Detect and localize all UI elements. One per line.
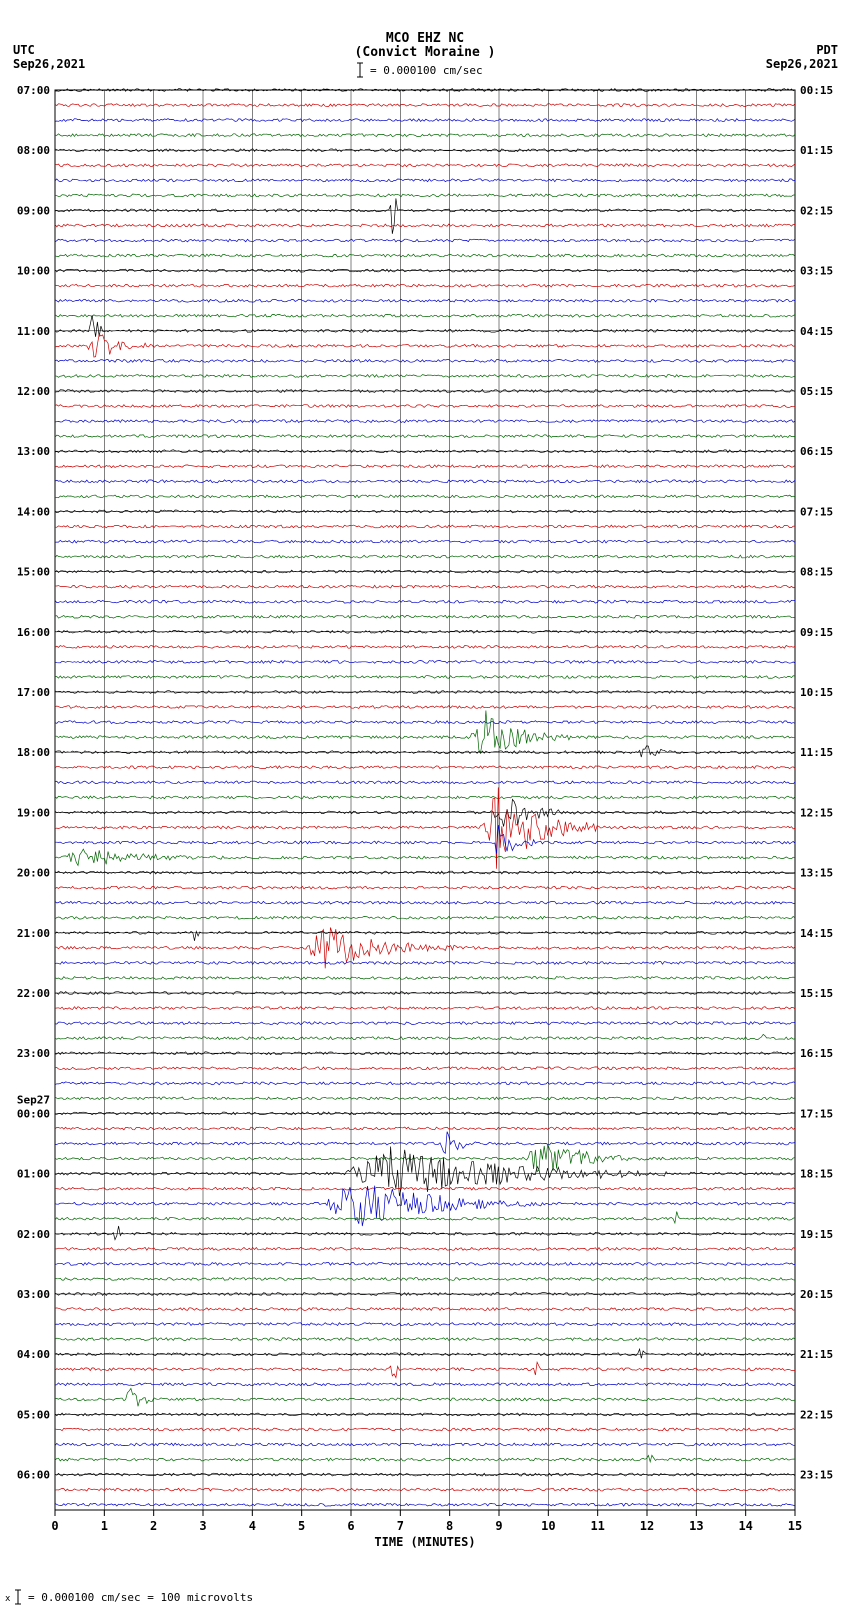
svg-text:14: 14 <box>738 1519 752 1533</box>
svg-text:06:15: 06:15 <box>800 445 833 458</box>
svg-text:07:00: 07:00 <box>17 84 50 97</box>
svg-text:00:00: 00:00 <box>17 1107 50 1120</box>
svg-text:23:15: 23:15 <box>800 1469 833 1482</box>
svg-text:02:00: 02:00 <box>17 1228 50 1241</box>
svg-text:x: x <box>5 1594 11 1604</box>
svg-text:9: 9 <box>495 1519 502 1533</box>
svg-text:10:00: 10:00 <box>17 265 50 278</box>
svg-text:TIME (MINUTES): TIME (MINUTES) <box>374 1535 475 1549</box>
svg-text:Sep27: Sep27 <box>17 1093 50 1106</box>
svg-text:19:00: 19:00 <box>17 806 50 819</box>
svg-text:01:00: 01:00 <box>17 1168 50 1181</box>
svg-text:13: 13 <box>689 1519 703 1533</box>
svg-text:1: 1 <box>101 1519 108 1533</box>
svg-text:Sep26,2021: Sep26,2021 <box>13 57 85 71</box>
svg-text:08:00: 08:00 <box>17 144 50 157</box>
svg-text:09:15: 09:15 <box>800 626 833 639</box>
svg-text:Sep26,2021: Sep26,2021 <box>766 57 838 71</box>
svg-text:PDT: PDT <box>816 43 838 57</box>
svg-text:02:15: 02:15 <box>800 204 833 217</box>
svg-text:08:15: 08:15 <box>800 566 833 579</box>
svg-text:18:00: 18:00 <box>17 746 50 759</box>
svg-text:23:00: 23:00 <box>17 1047 50 1060</box>
svg-text:12: 12 <box>640 1519 654 1533</box>
svg-text:04:00: 04:00 <box>17 1348 50 1361</box>
svg-text:= 0.000100 cm/sec: = 0.000100 cm/sec <box>370 64 483 77</box>
svg-text:07:15: 07:15 <box>800 505 833 518</box>
svg-text:06:00: 06:00 <box>17 1469 50 1482</box>
svg-text:20:15: 20:15 <box>800 1288 833 1301</box>
svg-text:= 0.000100 cm/sec = 100 micr: = 0.000100 cm/sec = 100 microvolts <box>28 1591 253 1604</box>
svg-text:22:15: 22:15 <box>800 1408 833 1421</box>
svg-text:01:15: 01:15 <box>800 144 833 157</box>
svg-text:(Convict Moraine ): (Convict Moraine ) <box>355 45 496 60</box>
svg-text:03:15: 03:15 <box>800 265 833 278</box>
svg-text:20:00: 20:00 <box>17 867 50 880</box>
svg-text:2: 2 <box>150 1519 157 1533</box>
svg-text:13:15: 13:15 <box>800 867 833 880</box>
svg-text:MCO EHZ NC: MCO EHZ NC <box>386 31 464 46</box>
svg-text:05:00: 05:00 <box>17 1408 50 1421</box>
svg-text:16:00: 16:00 <box>17 626 50 639</box>
svg-text:5: 5 <box>298 1519 305 1533</box>
svg-text:13:00: 13:00 <box>17 445 50 458</box>
svg-text:15:15: 15:15 <box>800 987 833 1000</box>
svg-text:12:15: 12:15 <box>800 806 833 819</box>
svg-text:18:15: 18:15 <box>800 1168 833 1181</box>
svg-text:17:15: 17:15 <box>800 1107 833 1120</box>
svg-text:17:00: 17:00 <box>17 686 50 699</box>
svg-text:14:15: 14:15 <box>800 927 833 940</box>
svg-text:21:00: 21:00 <box>17 927 50 940</box>
svg-text:14:00: 14:00 <box>17 505 50 518</box>
svg-text:21:15: 21:15 <box>800 1348 833 1361</box>
svg-text:UTC: UTC <box>13 43 35 57</box>
svg-text:09:00: 09:00 <box>17 204 50 217</box>
svg-text:03:00: 03:00 <box>17 1288 50 1301</box>
svg-text:00:15: 00:15 <box>800 84 833 97</box>
svg-text:11:00: 11:00 <box>17 325 50 338</box>
svg-text:10:15: 10:15 <box>800 686 833 699</box>
svg-text:15:00: 15:00 <box>17 566 50 579</box>
svg-text:05:15: 05:15 <box>800 385 833 398</box>
svg-text:16:15: 16:15 <box>800 1047 833 1060</box>
svg-text:4: 4 <box>249 1519 256 1533</box>
svg-text:6: 6 <box>347 1519 354 1533</box>
svg-text:0: 0 <box>51 1519 58 1533</box>
svg-text:15: 15 <box>788 1519 802 1533</box>
svg-text:7: 7 <box>397 1519 404 1533</box>
svg-text:11:15: 11:15 <box>800 746 833 759</box>
svg-text:8: 8 <box>446 1519 453 1533</box>
svg-text:04:15: 04:15 <box>800 325 833 338</box>
svg-text:12:00: 12:00 <box>17 385 50 398</box>
svg-text:22:00: 22:00 <box>17 987 50 1000</box>
seismogram-svg: MCO EHZ NC(Convict Moraine ) = 0.000100 c… <box>0 0 850 1613</box>
svg-text:3: 3 <box>199 1519 206 1533</box>
svg-text:10: 10 <box>541 1519 555 1533</box>
svg-text:19:15: 19:15 <box>800 1228 833 1241</box>
svg-text:11: 11 <box>590 1519 604 1533</box>
seismogram-container: MCO EHZ NC(Convict Moraine ) = 0.000100 c… <box>0 0 850 1613</box>
